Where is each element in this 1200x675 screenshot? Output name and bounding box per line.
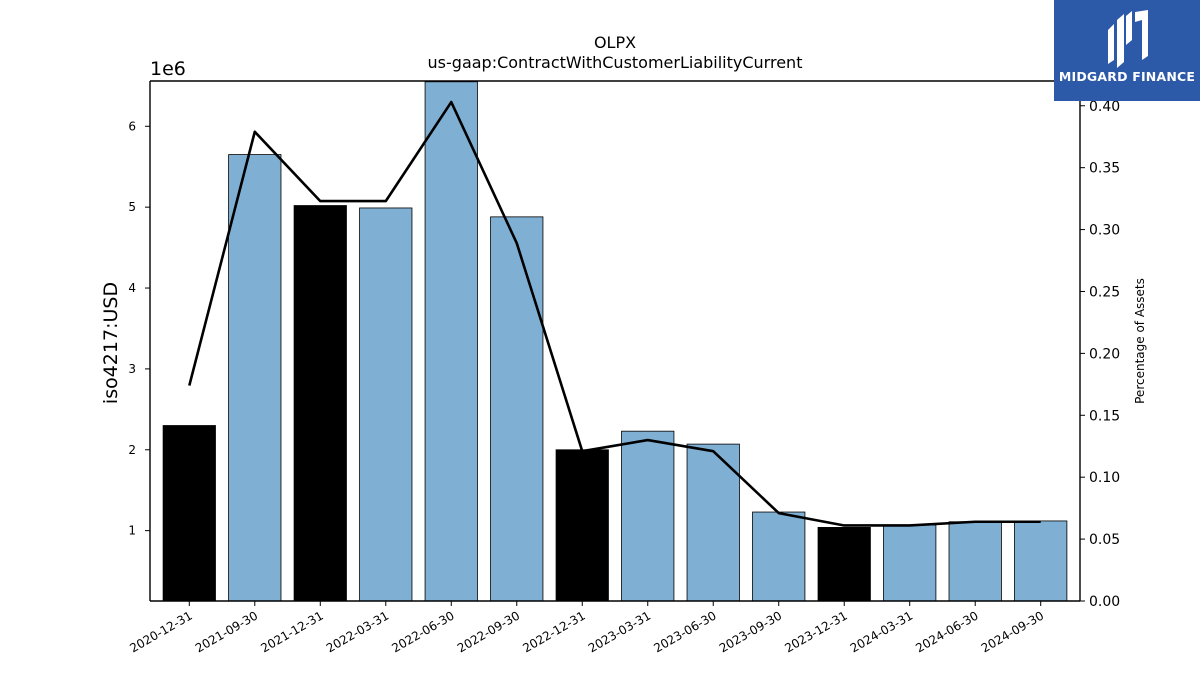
x-tick-label-2022-12-31: 2022-12-31 xyxy=(520,608,587,655)
bar-2022-03-31 xyxy=(359,207,413,602)
y2-tick-label-0.30: 0.30 xyxy=(1089,223,1120,239)
x-tick-label-2023-03-31: 2023-03-31 xyxy=(586,608,653,655)
x-tick-label-2024-09-30: 2024-09-30 xyxy=(979,608,1046,655)
pct-of-assets-line xyxy=(188,100,1041,527)
bar-2021-09-30 xyxy=(228,154,282,602)
y2-tick-label-0.15: 0.15 xyxy=(1089,408,1120,424)
x-tick-label-2024-06-30: 2024-06-30 xyxy=(913,608,980,655)
bar-2022-12-31 xyxy=(555,449,609,602)
chart-subtitle: us-gaap:ContractWithCustomerLiabilityCur… xyxy=(428,53,803,72)
bar-2023-03-31 xyxy=(621,430,675,602)
x-tick-label-2023-12-31: 2023-12-31 xyxy=(782,608,849,655)
y-tick-label-3: 3 xyxy=(128,362,136,376)
y-tick-label-5: 5 xyxy=(128,200,136,214)
x-tick-label-2023-06-30: 2023-06-30 xyxy=(651,608,718,655)
logo-text: MIDGARD FINANCE xyxy=(1058,69,1196,84)
bar-2022-09-30 xyxy=(490,216,544,602)
x-tick-label-2023-09-30: 2023-09-30 xyxy=(717,608,784,655)
y2-tick-label-0.40: 0.40 xyxy=(1089,99,1120,115)
x-tick-label-2020-12-31: 2020-12-31 xyxy=(127,608,194,655)
x-tick-label-2021-12-31: 2021-12-31 xyxy=(258,608,325,655)
y2-axis-label: Percentage of Assets xyxy=(1133,278,1147,404)
y2-tick-label-0.05: 0.05 xyxy=(1089,532,1120,548)
y2-tick-label-0.00: 0.00 xyxy=(1089,594,1120,610)
bar-2022-06-30 xyxy=(424,81,478,602)
y2-tick-label-0.25: 0.25 xyxy=(1089,284,1120,300)
x-tick-label-2022-03-31: 2022-03-31 xyxy=(324,608,391,655)
bar-2021-12-31 xyxy=(293,205,347,602)
bar-2020-12-31 xyxy=(162,425,216,602)
y-axis-label: iso4217:USD xyxy=(100,282,122,404)
bars-group xyxy=(162,81,1068,602)
midgard-finance-logo: MIDGARD FINANCE xyxy=(1054,0,1200,101)
x-tick-label-2022-09-30: 2022-09-30 xyxy=(455,608,522,655)
y-tick-label-6: 6 xyxy=(128,119,136,133)
x-tick-label-2021-09-30: 2021-09-30 xyxy=(193,608,260,655)
y2-tick-label-0.10: 0.10 xyxy=(1089,470,1120,486)
y2-tick-label-0.20: 0.20 xyxy=(1089,346,1120,362)
pct-line-group xyxy=(188,100,1041,527)
y-axis-offset-label: 1e6 xyxy=(150,58,186,80)
bar-2023-09-30 xyxy=(752,511,806,602)
bar-2023-12-31 xyxy=(817,527,871,602)
bar-2024-09-30 xyxy=(1014,520,1068,602)
y-tick-label-1: 1 xyxy=(128,524,136,538)
y-tick-label-4: 4 xyxy=(128,281,136,295)
bar-2024-06-30 xyxy=(948,521,1002,602)
midgard-logo-icon xyxy=(1108,10,1148,68)
x-tick-label-2024-03-31: 2024-03-31 xyxy=(848,608,915,655)
chart-title: OLPX xyxy=(594,33,636,52)
y2-tick-label-0.35: 0.35 xyxy=(1089,161,1120,177)
bar-2024-03-31 xyxy=(883,524,937,602)
x-tick-label-2022-06-30: 2022-06-30 xyxy=(389,608,456,655)
y-tick-label-2: 2 xyxy=(128,443,136,457)
